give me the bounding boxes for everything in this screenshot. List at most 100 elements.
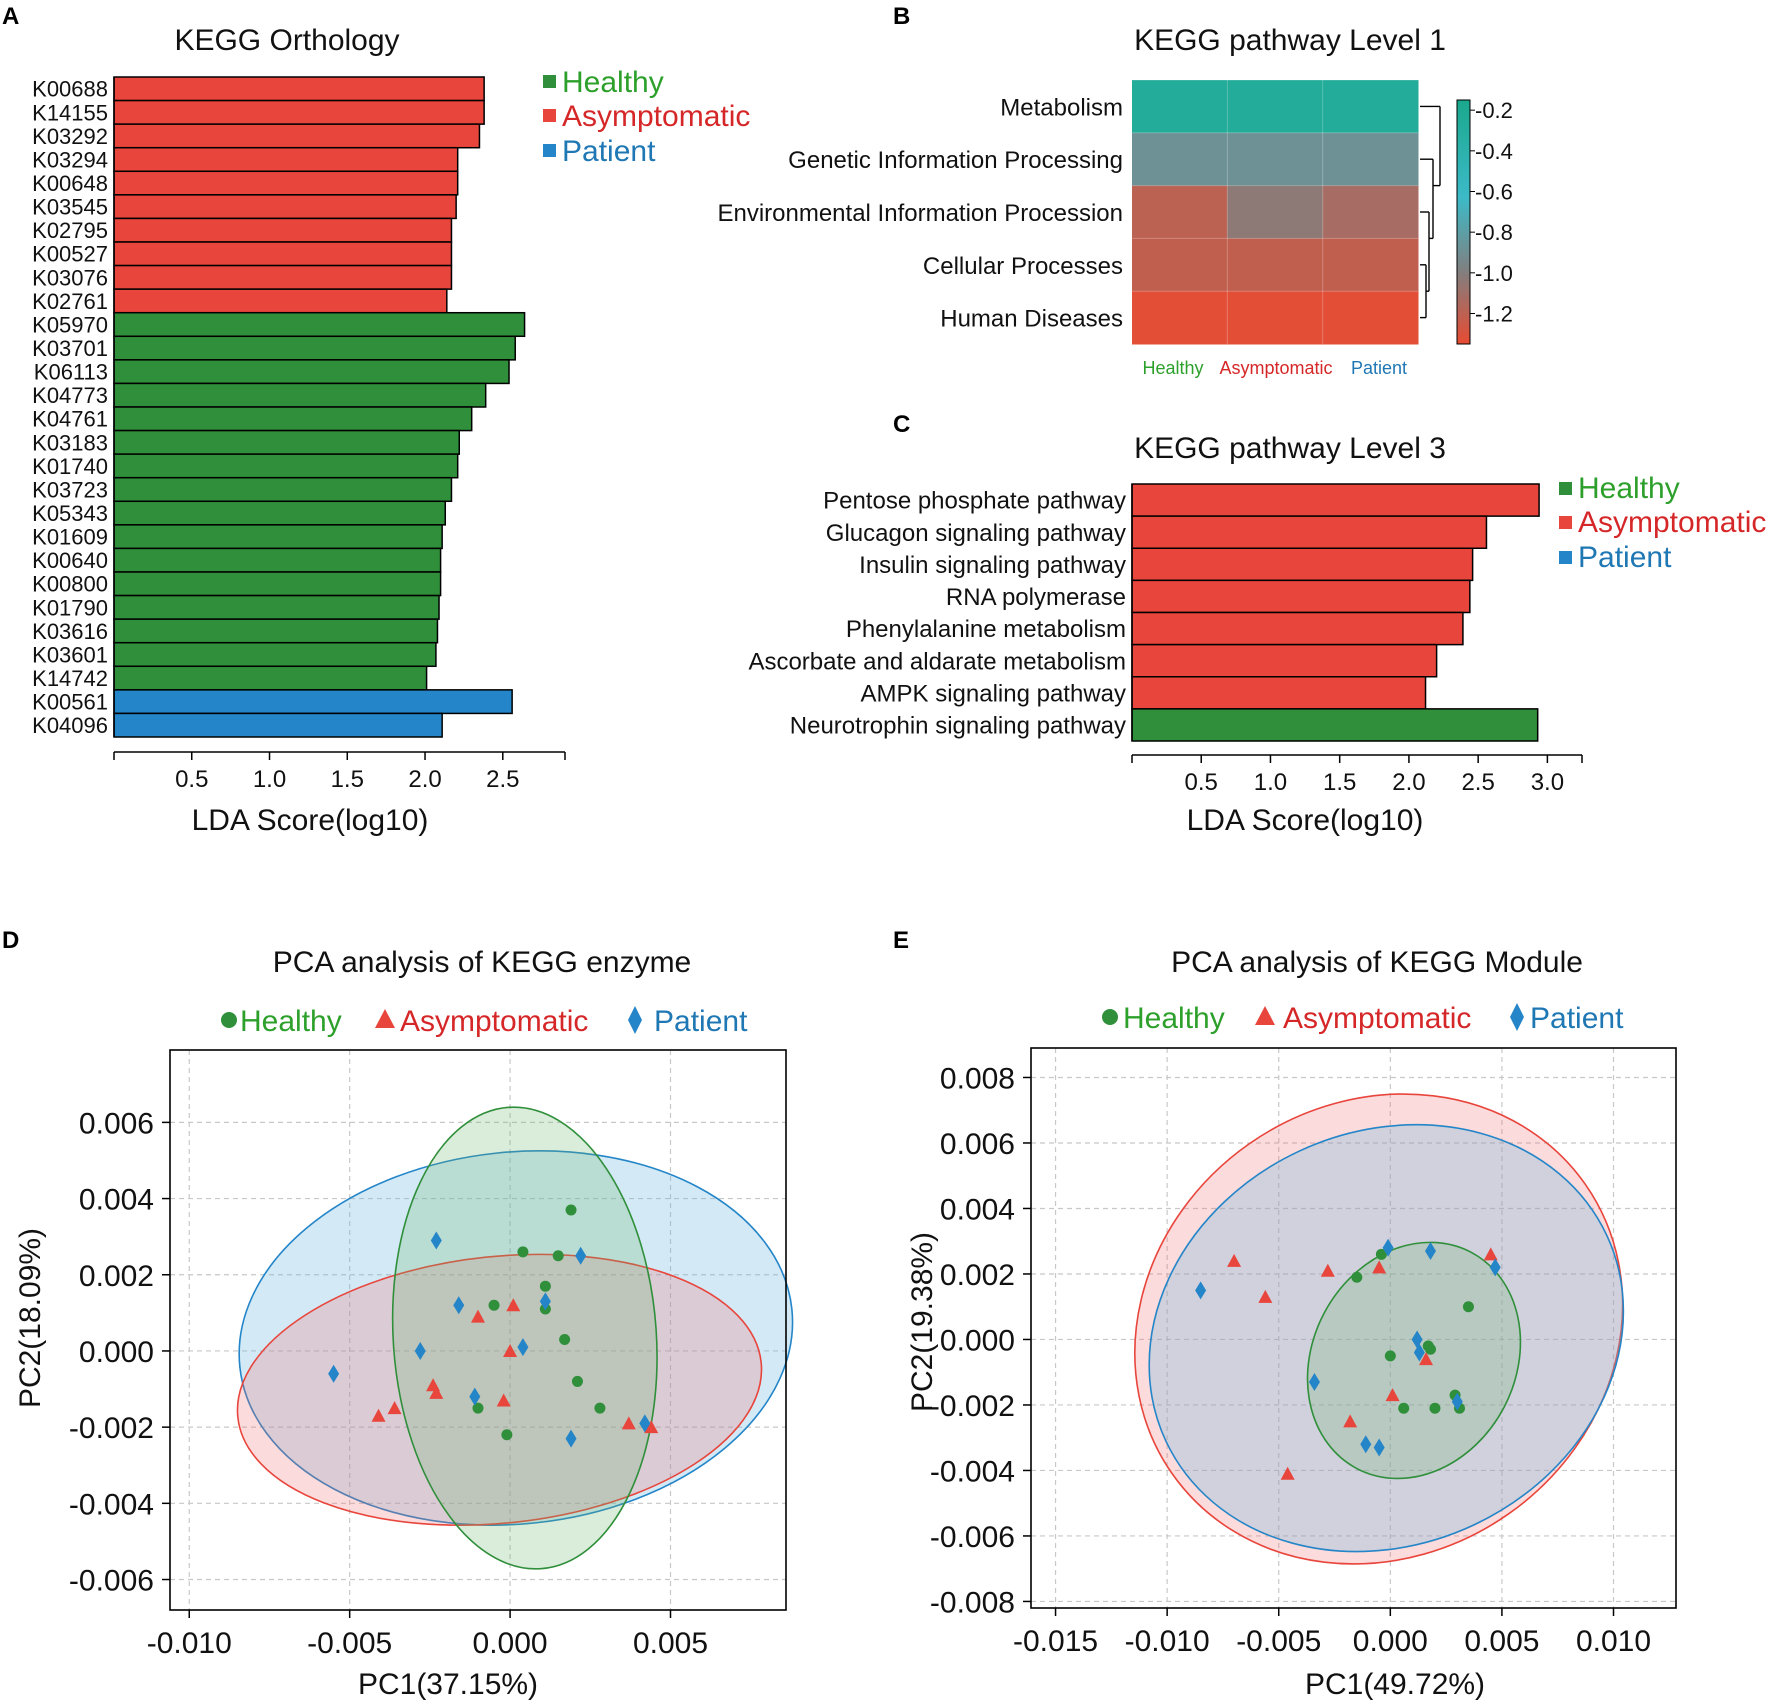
point-asymptomatic: [621, 1416, 636, 1430]
bar-asymptomatic: [113, 288, 448, 314]
point-asymptomatic: [471, 1309, 485, 1323]
bar-asymptomatic: [1131, 643, 1438, 678]
point-asymptomatic: [496, 1393, 511, 1407]
bar-healthy: [113, 429, 460, 455]
bar-healthy: [113, 476, 453, 503]
point-healthy: [517, 1246, 529, 1258]
colorbar-tick-label: -1.2: [1475, 302, 1513, 327]
point-patient: [1382, 1238, 1394, 1257]
bar-healthy: [113, 641, 437, 668]
y-tick-label: -0.002: [930, 1390, 1015, 1423]
legend-label-patient: Patient: [1578, 541, 1672, 574]
bar-asymptomatic: [1131, 676, 1427, 710]
y-tick-label: -0.004: [69, 1488, 154, 1521]
plot-frame: [1030, 1047, 1677, 1609]
panel-a-title: KEGG Orthology: [174, 24, 399, 57]
colorbar-tick-label: -0.2: [1475, 98, 1513, 123]
heatmap-row-label: Environmental Information Procession: [717, 200, 1123, 227]
confidence-ellipse-asymptomatic: [236, 1253, 763, 1527]
bar-asymptomatic: [113, 170, 459, 196]
heatmap-cell: [1132, 132, 1228, 187]
panel-a-x-label: LDA Score(log10): [192, 804, 429, 837]
bar-category-label: K03545: [32, 195, 108, 220]
point-healthy: [1375, 1248, 1387, 1260]
heatmap-cell: [1132, 238, 1228, 292]
point-healthy: [565, 1204, 577, 1216]
bar-category-label: K00527: [32, 242, 108, 267]
bar-healthy: [113, 311, 526, 338]
bar-category-label: K14155: [32, 100, 108, 125]
legend-marker-healthy: [221, 1012, 237, 1028]
y-tick-label: 0.000: [940, 1324, 1015, 1357]
heatmap-row-label: Human Diseases: [940, 306, 1123, 333]
point-healthy: [552, 1250, 564, 1262]
bar-category-label: Pentose phosphate pathway: [823, 488, 1126, 515]
y-tick-label: 0.002: [940, 1259, 1015, 1292]
heatmap-cell: [1132, 291, 1228, 345]
colorbar: [1456, 99, 1471, 345]
bar-asymptomatic: [113, 123, 481, 149]
bar-category-label: K01790: [32, 595, 108, 620]
legend-label-healthy: Healthy: [1578, 472, 1680, 505]
confidence-ellipse-healthy: [391, 1106, 658, 1570]
legend-swatch-patient: [1559, 551, 1572, 564]
x-tick-label: 2.5: [1461, 769, 1494, 796]
bar-category-label: Insulin signaling pathway: [859, 552, 1126, 579]
bar-asymptomatic: [113, 241, 453, 267]
point-healthy: [1429, 1402, 1441, 1414]
confidence-ellipse-asymptomatic: [1134, 1093, 1624, 1565]
panel-e-legend: Healthy Asymptomatic Patient: [1102, 1002, 1624, 1035]
bar-healthy: [113, 500, 447, 526]
bar-category-label: K05970: [32, 312, 108, 337]
point-patient: [1411, 1330, 1423, 1349]
point-healthy: [1398, 1402, 1410, 1414]
x-tick-label: -0.015: [1013, 1625, 1098, 1658]
bar-category-label: K03076: [32, 265, 108, 290]
colorbar-tick-label: -0.8: [1475, 220, 1513, 245]
legend-label-asymptomatic: Asymptomatic: [562, 100, 750, 133]
point-patient: [517, 1338, 529, 1357]
bar-category-label: K03294: [32, 147, 108, 172]
point-asymptomatic: [1227, 1253, 1242, 1267]
x-tick-label: 0.000: [1353, 1625, 1428, 1658]
bar-asymptomatic: [113, 264, 453, 290]
panel-letter-c: C: [893, 411, 910, 438]
bar-category-label: RNA polymerase: [946, 584, 1126, 611]
panel-e-x-label: PC1(49.72%): [1305, 1668, 1485, 1701]
heatmap-column-label: Asymptomatic: [1219, 358, 1332, 378]
bar-asymptomatic: [1131, 547, 1474, 582]
bar-healthy: [1131, 708, 1539, 742]
point-patient: [453, 1296, 465, 1315]
x-tick-label: 1.5: [1323, 769, 1356, 796]
y-tick-label: 0.006: [940, 1128, 1015, 1161]
bar-category-label: K02761: [32, 289, 108, 314]
point-asymptomatic: [1258, 1289, 1273, 1303]
legend-swatch-healthy: [543, 75, 556, 88]
bar-category-label: K00688: [32, 77, 108, 102]
bar-healthy: [113, 571, 442, 597]
colorbar-tick-label: -1.0: [1475, 261, 1513, 286]
point-asymptomatic: [506, 1298, 521, 1312]
point-healthy: [1384, 1350, 1396, 1362]
point-asymptomatic: [429, 1385, 444, 1399]
legend-swatch-asymptomatic: [543, 109, 556, 122]
bar-category-label: K03616: [32, 619, 108, 644]
legend-marker-healthy: [1102, 1009, 1118, 1025]
bar-category-label: K01609: [32, 525, 108, 550]
y-tick-label: -0.006: [69, 1565, 154, 1598]
plot-frame: [169, 1049, 787, 1611]
bar-category-label: K03723: [32, 477, 108, 502]
y-tick-label: 0.000: [79, 1336, 154, 1369]
panel-b-heatmap: Metabolism Genetic Information Processing…: [717, 79, 1513, 378]
bar-asymptomatic: [113, 217, 453, 243]
point-asymptomatic: [371, 1408, 386, 1422]
heatmap-cell: [1132, 185, 1228, 239]
x-tick-label: 0.000: [473, 1627, 548, 1660]
colorbar-tick-label: -0.4: [1475, 139, 1513, 164]
bar-category-label: K03292: [32, 124, 108, 149]
panel-d-title: PCA analysis of KEGG enzyme: [273, 946, 692, 979]
point-asymptomatic: [1343, 1414, 1358, 1428]
panel-letter-d: D: [2, 927, 19, 954]
y-tick-label: 0.004: [940, 1193, 1015, 1226]
bar-category-label: AMPK signaling pathway: [861, 680, 1126, 707]
